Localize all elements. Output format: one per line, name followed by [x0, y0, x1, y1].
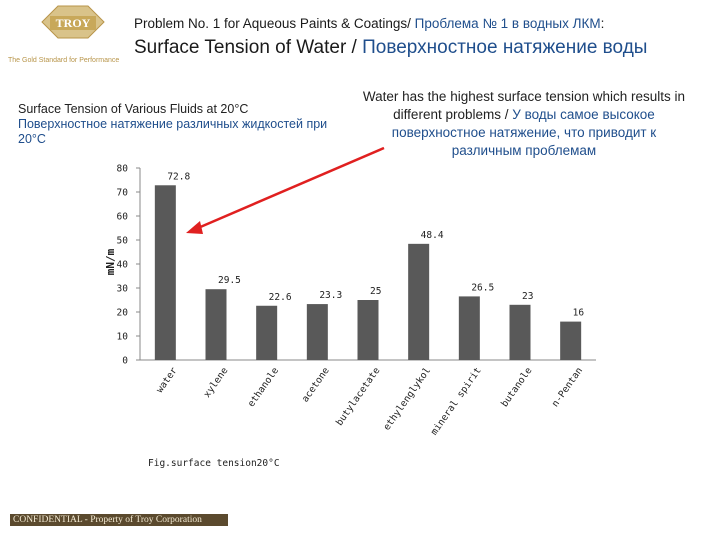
header-line1-suffix: :	[600, 16, 605, 31]
bar-value-label: 26.5	[471, 282, 494, 293]
y-tick-label: 10	[117, 332, 129, 343]
y-tick-label: 30	[117, 284, 129, 295]
slide-header-line1: Problem No. 1 for Aqueous Paints & Coati…	[134, 16, 604, 31]
y-tick-label: 0	[122, 356, 128, 367]
category-label: ethylenglykol	[381, 365, 433, 432]
bar	[509, 304, 531, 360]
chart-category-labels: water xylene ethanole acetone butylacetate et…	[154, 365, 585, 437]
chart-value-labels: 72.8 29.5 22.6 23.3 25 48.4 26.5 23 16	[167, 171, 584, 318]
bar-value-label: 23	[522, 291, 533, 302]
chart-bars	[154, 185, 582, 360]
y-tick-label: 40	[117, 260, 129, 271]
bar-value-label: 23.3	[319, 290, 342, 301]
logo-tagline: The Gold Standard for Performance	[8, 57, 119, 64]
bar-value-label: 48.4	[421, 230, 444, 241]
arrow-shaft	[197, 146, 385, 230]
chart-title-ru: Поверхностное натяжение различных жидкос…	[18, 117, 328, 146]
category-label: water	[154, 365, 180, 395]
slide-title-en: Surface Tension of Water /	[134, 37, 357, 58]
category-label: acetone	[300, 365, 332, 404]
slide-title-ru: Поверхностное натяжение воды	[362, 37, 648, 58]
bar-value-label: 29.5	[218, 275, 241, 286]
bar	[357, 300, 379, 360]
callout-ru: У воды самое высокое поверхностное натяж…	[391, 107, 657, 158]
callout-arrow	[186, 146, 385, 234]
chart-y-ticks: 0 10 20 30 40 50 60 70 80	[117, 164, 140, 367]
logo-emblem-icon	[41, 5, 105, 39]
bar-value-label: 25	[370, 286, 381, 297]
bar-value-label: 72.8	[167, 171, 190, 182]
y-tick-label: 20	[117, 308, 129, 319]
header-line1-en: Problem No. 1 for Aqueous Paints & Coati…	[134, 16, 411, 31]
bar	[205, 289, 227, 360]
bar	[154, 185, 176, 360]
header-line1-ru: Проблема № 1 в водных ЛКМ	[414, 16, 601, 31]
logo-name: TROY	[56, 16, 91, 30]
callout-en: Water has the highest surface tension wh…	[362, 89, 686, 122]
bar	[458, 296, 480, 360]
bar-value-label: 16	[573, 308, 585, 319]
bar-value-label: 22.6	[269, 292, 292, 303]
y-tick-label: 60	[117, 212, 129, 223]
category-label: xylene	[202, 365, 231, 400]
arrow-head-icon	[186, 221, 203, 234]
chart-title: Surface Tension of Various Fluids at 20°…	[18, 102, 358, 147]
category-label: ethanole	[246, 365, 281, 409]
chart-title-en: Surface Tension of Various Fluids at 20°…	[18, 102, 249, 116]
confidential-footer: CONFIDENTIAL - Property of Troy Corporat…	[10, 514, 228, 526]
bar	[306, 304, 328, 360]
category-label: n-Pentan	[550, 365, 585, 409]
category-label: butylacetate	[334, 365, 383, 428]
y-tick-label: 70	[117, 188, 129, 199]
callout-text: Water has the highest surface tension wh…	[356, 88, 692, 160]
troy-logo: TROY The Gold Standard for Performance	[8, 5, 119, 64]
bar	[256, 305, 278, 360]
slide-title: Surface Tension of Water / Поверхностное…	[134, 37, 647, 59]
y-tick-label: 50	[117, 236, 129, 247]
category-label: butanole	[499, 365, 534, 409]
bar	[408, 243, 430, 360]
category-label: mineral spirit	[429, 365, 484, 437]
y-axis-label: mN/m	[104, 248, 117, 275]
bar	[560, 321, 582, 360]
x-axis-caption: Fig.surface tension20°C	[148, 458, 280, 469]
y-tick-label: 80	[117, 164, 129, 175]
